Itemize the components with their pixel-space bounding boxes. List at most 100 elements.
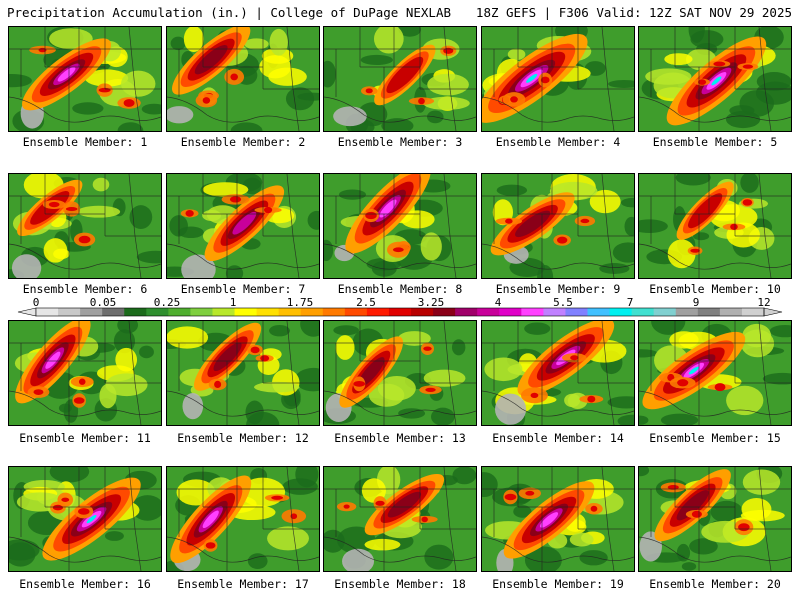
ensemble-member-label: Ensemble Member: 9: [495, 282, 621, 296]
colorbar-swatch: [256, 308, 280, 316]
ensemble-member-label: Ensemble Member: 2: [180, 135, 306, 149]
ensemble-map-panel: [8, 26, 162, 132]
ensemble-member-label: Ensemble Member: 6: [22, 282, 148, 296]
ensemble-member-label: Ensemble Member: 19: [492, 577, 624, 591]
ensemble-member-label: Ensemble Member: 12: [177, 431, 309, 445]
precip-map: [639, 174, 791, 278]
ensemble-member-label: Ensemble Member: 5: [652, 135, 778, 149]
colorbar-tick-label: 12: [757, 296, 771, 309]
ensemble-member-label: Ensemble Member: 13: [334, 431, 466, 445]
ensemble-member-label: Ensemble Member: 4: [495, 135, 621, 149]
colorbar-swatch: [102, 308, 125, 316]
ensemble-member-label: Ensemble Member: 16: [19, 577, 151, 591]
precip-map: [482, 174, 634, 278]
colorbar-tick-label: 3.25: [417, 296, 445, 309]
colorbar-swatch: [521, 308, 544, 316]
precip-map: [482, 467, 634, 571]
ensemble-map-panel: [323, 466, 477, 572]
precip-map: [639, 321, 791, 425]
colorbar-min-arrow: [17, 307, 37, 317]
ensemble-member-label: Ensemble Member: 17: [177, 577, 309, 591]
ensemble-map-panel: [323, 173, 477, 279]
valid-time-label: 18Z GEFS | F306 Valid: 12Z SAT NOV 29 20…: [475, 5, 792, 20]
colorbar-swatch: [675, 308, 699, 316]
colorbar-graphic: [17, 307, 783, 317]
colorbar-swatch: [322, 308, 346, 316]
colorbar-tick-label: 0: [32, 296, 40, 309]
colorbar-swatch: [477, 308, 500, 316]
ensemble-member-label: Ensemble Member: 18: [334, 577, 466, 591]
colorbar-swatch: [587, 308, 611, 316]
colorbar-tick-label: 4: [494, 296, 502, 309]
precip-map: [324, 174, 476, 278]
precip-map: [324, 321, 476, 425]
ensemble-map-panel: [166, 173, 320, 279]
colorbar-swatch: [344, 308, 368, 316]
ensemble-member-label: Ensemble Member: 3: [337, 135, 463, 149]
ensemble-map-panel: [481, 173, 635, 279]
colorbar-swatch: [168, 308, 191, 316]
colorbar-tick-label: 0.25: [153, 296, 181, 309]
ensemble-map-panel: [166, 26, 320, 132]
colorbar-swatch: [455, 308, 478, 316]
ensemble-map-panel: [638, 26, 792, 132]
colorbar-swatch: [433, 308, 456, 316]
colorbar-tick-label: 1.75: [286, 296, 314, 309]
precip-map: [482, 27, 634, 131]
colorbar-swatch: [609, 308, 633, 316]
ensemble-member-label: Ensemble Member: 8: [337, 282, 463, 296]
ensemble-map-panel: [8, 466, 162, 572]
precip-map: [324, 467, 476, 571]
ensemble-map-panel: [481, 320, 635, 426]
precip-map: [9, 321, 161, 425]
precip-map: [639, 27, 791, 131]
colorbar-swatch: [411, 308, 434, 316]
precip-map: [482, 321, 634, 425]
ensemble-member-label: Ensemble Member: 11: [19, 431, 151, 445]
ensemble-member-label: Ensemble Member: 20: [649, 577, 781, 591]
colorbar-swatch: [388, 308, 412, 316]
precip-map: [9, 27, 161, 131]
precip-map: [167, 174, 319, 278]
colorbar-swatch: [58, 308, 81, 316]
ensemble-member-label: Ensemble Member: 7: [180, 282, 306, 296]
ensemble-map-panel: [8, 320, 162, 426]
colorbar-swatch: [124, 308, 147, 316]
colorbar-swatch: [543, 308, 566, 316]
precip-map: [167, 467, 319, 571]
colorbar-tick-label: 0.05: [89, 296, 117, 309]
ensemble-map-panel: [638, 320, 792, 426]
colorbar-swatch: [366, 308, 390, 316]
colorbar-tick-label: 5.5: [553, 296, 573, 309]
colorbar-swatch: [300, 308, 324, 316]
colorbar-tick-label: 1: [229, 296, 237, 309]
colorbar-tick-label: 7: [626, 296, 634, 309]
colorbar-swatch: [565, 308, 589, 316]
colorbar-max-arrow: [763, 307, 783, 317]
ensemble-map-panel: [323, 26, 477, 132]
ensemble-map-panel: [8, 173, 162, 279]
ensemble-map-panel: [166, 466, 320, 572]
ensemble-map-panel: [166, 320, 320, 426]
ensemble-map-panel: [481, 26, 635, 132]
colorbar-swatch: [36, 308, 59, 316]
precip-map: [9, 467, 161, 571]
ensemble-member-label: Ensemble Member: 10: [649, 282, 781, 296]
precip-map: [324, 27, 476, 131]
colorbar-swatch: [499, 308, 522, 316]
colorbar: [0, 296, 800, 320]
colorbar-swatch: [80, 308, 103, 316]
ensemble-map-panel: [481, 466, 635, 572]
colorbar-swatch: [146, 308, 169, 316]
ensemble-member-label: Ensemble Member: 15: [649, 431, 781, 445]
colorbar-swatch: [190, 308, 213, 316]
colorbar-swatch: [719, 308, 743, 316]
colorbar-swatch: [631, 308, 655, 316]
colorbar-swatch: [278, 308, 302, 316]
precip-map: [167, 27, 319, 131]
precip-map: [639, 467, 791, 571]
ensemble-map-panel: [323, 320, 477, 426]
colorbar-tick-label: 2.5: [356, 296, 376, 309]
colorbar-swatch: [697, 308, 721, 316]
ensemble-member-label: Ensemble Member: 14: [492, 431, 624, 445]
